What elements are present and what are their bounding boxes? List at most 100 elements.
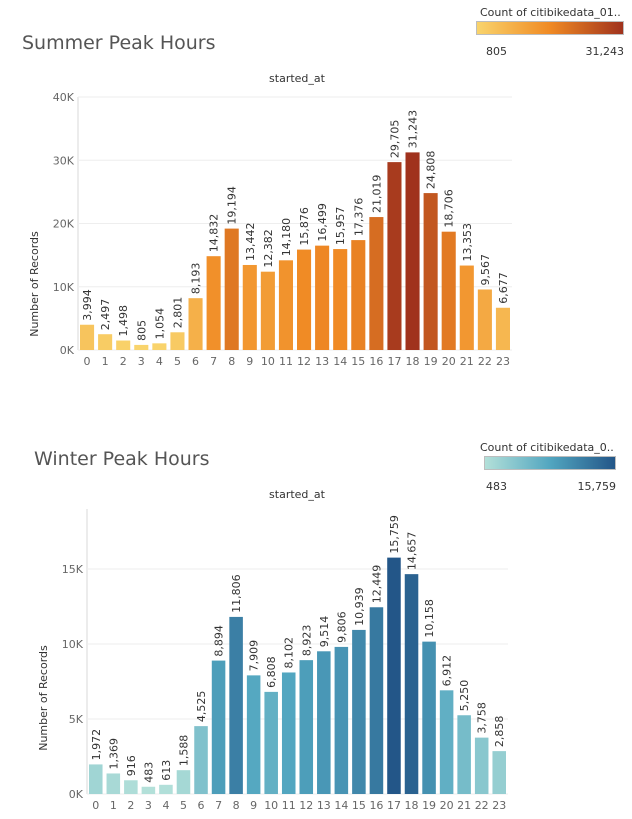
winter-x-tick-label: 14 — [334, 799, 348, 812]
winter-x-tick-label: 8 — [233, 799, 240, 812]
winter-x-tick-label: 16 — [369, 799, 383, 812]
winter-x-tick-label: 13 — [317, 799, 331, 812]
winter-bar-value-label: 8,923 — [300, 625, 313, 657]
summer-bar — [351, 240, 366, 350]
summer-x-tick-label: 3 — [138, 355, 145, 368]
summer-bar — [387, 162, 402, 350]
summer-x-tick-label: 8 — [228, 355, 235, 368]
summer-bar — [170, 332, 185, 350]
winter-bar — [176, 770, 191, 794]
winter-bar — [264, 691, 278, 794]
summer-x-tick-label: 21 — [460, 355, 474, 368]
winter-legend-gradient — [484, 456, 616, 470]
summer-bar-value-label: 13,442 — [244, 222, 257, 261]
winter-legend-min: 483 — [486, 480, 507, 493]
summer-y-tick-label: 30K — [53, 154, 75, 167]
winter-bar — [141, 786, 156, 794]
summer-bar — [333, 249, 348, 350]
summer-bar-value-label: 6,677 — [497, 272, 510, 304]
summer-y-tick-label: 40K — [53, 91, 75, 104]
winter-bar — [334, 646, 349, 794]
winter-bar — [369, 607, 384, 794]
winter-bar-chart: started_at Number of Records 0K 5K 10K 15K 1… — [37, 488, 508, 812]
winter-x-tick-label: 1 — [110, 799, 117, 812]
summer-x-tick-label: 4 — [156, 355, 163, 368]
winter-bar-value-label: 1,369 — [107, 738, 120, 770]
summer-x-tick-label: 18 — [406, 355, 420, 368]
summer-bar — [224, 228, 239, 350]
summer-bar — [260, 271, 275, 350]
winter-bar — [422, 641, 436, 794]
winter-bar-value-label: 7,909 — [248, 640, 261, 672]
summer-legend-min: 805 — [486, 45, 507, 58]
winter-bar — [229, 616, 243, 794]
summer-bar-value-label: 2,497 — [99, 299, 112, 331]
winter-y-tick-label: 5K — [69, 713, 84, 726]
winter-bar — [194, 726, 208, 794]
summer-bar-value-label: 18,706 — [443, 189, 456, 228]
winter-bar-value-label: 11,806 — [230, 574, 243, 613]
winter-bar — [352, 629, 366, 794]
summer-x-tick-label: 10 — [261, 355, 275, 368]
winter-x-tick-label: 17 — [387, 799, 401, 812]
summer-bar — [477, 289, 492, 350]
summer-bar-value-label: 1,054 — [153, 308, 166, 340]
winter-x-tick-label: 2 — [127, 799, 134, 812]
summer-x-tick-label: 11 — [279, 355, 293, 368]
winter-bar — [457, 715, 471, 794]
summer-x-tick-label: 9 — [246, 355, 253, 368]
summer-bar-value-label: 8,193 — [190, 263, 203, 295]
summer-bar — [278, 260, 293, 350]
winter-x-tick-label: 9 — [250, 799, 257, 812]
winter-bar-value-label: 10,158 — [423, 599, 436, 638]
winter-legend: Count of citibikedata_0.. 483 15,759 — [476, 441, 616, 493]
summer-bar — [242, 264, 257, 350]
summer-column-header: started_at — [269, 72, 326, 85]
summer-x-tick-label: 22 — [478, 355, 492, 368]
winter-x-tick-label: 12 — [299, 799, 313, 812]
summer-bar-value-label: 12,382 — [262, 229, 275, 267]
summer-x-tick-label: 20 — [442, 355, 456, 368]
summer-x-tick-label: 12 — [297, 355, 311, 368]
summer-x-tick-label: 15 — [351, 355, 365, 368]
summer-x-tick-label: 6 — [192, 355, 199, 368]
winter-y-axis-title: Number of Records — [37, 645, 50, 751]
summer-bar-value-label: 1,498 — [117, 305, 130, 337]
winter-x-tick-label: 11 — [282, 799, 296, 812]
summer-bar — [405, 152, 420, 350]
winter-bar-value-label: 12,449 — [370, 565, 383, 604]
summer-x-tick-label: 5 — [174, 355, 181, 368]
winter-bar — [404, 574, 419, 794]
winter-bar-value-label: 8,102 — [283, 637, 296, 669]
winter-x-tick-label: 20 — [440, 799, 454, 812]
summer-legend: Count of citibikedata_01.. 805 31,243 — [476, 6, 624, 58]
winter-legend-max: 15,759 — [577, 480, 617, 493]
winter-x-tick-label: 19 — [422, 799, 436, 812]
winter-bar — [387, 557, 401, 794]
summer-y-tick-label: 0K — [60, 344, 75, 357]
winter-bar — [299, 660, 314, 794]
summer-bar — [297, 249, 312, 350]
winter-bar-value-label: 1,588 — [177, 735, 190, 767]
summer-y-tick-label: 20K — [53, 218, 75, 231]
summer-bar — [116, 340, 131, 350]
summer-x-tick-label: 17 — [387, 355, 401, 368]
winter-bar — [492, 751, 506, 794]
summer-bar — [495, 307, 510, 350]
summer-legend-max: 31,243 — [585, 45, 625, 58]
winter-bar-value-label: 4,525 — [195, 691, 208, 723]
summer-x-tick-label: 23 — [496, 355, 510, 368]
summer-bar-value-label: 3,994 — [81, 289, 94, 321]
winter-x-tick-label: 3 — [145, 799, 152, 812]
summer-bar — [134, 344, 149, 350]
winter-x-tick-label: 10 — [264, 799, 278, 812]
winter-y-tick-label: 15K — [62, 563, 84, 576]
summer-bar-value-label: 19,194 — [226, 186, 239, 225]
summer-bar-value-label: 13,353 — [461, 223, 474, 262]
winter-bar-value-label: 1,972 — [90, 729, 103, 761]
winter-x-tick-label: 22 — [475, 799, 489, 812]
summer-chart-title: Summer Peak Hours — [22, 32, 216, 54]
summer-bar — [98, 334, 113, 350]
winter-x-tick-label: 15 — [352, 799, 366, 812]
summer-bar-value-label: 2,801 — [171, 297, 184, 329]
